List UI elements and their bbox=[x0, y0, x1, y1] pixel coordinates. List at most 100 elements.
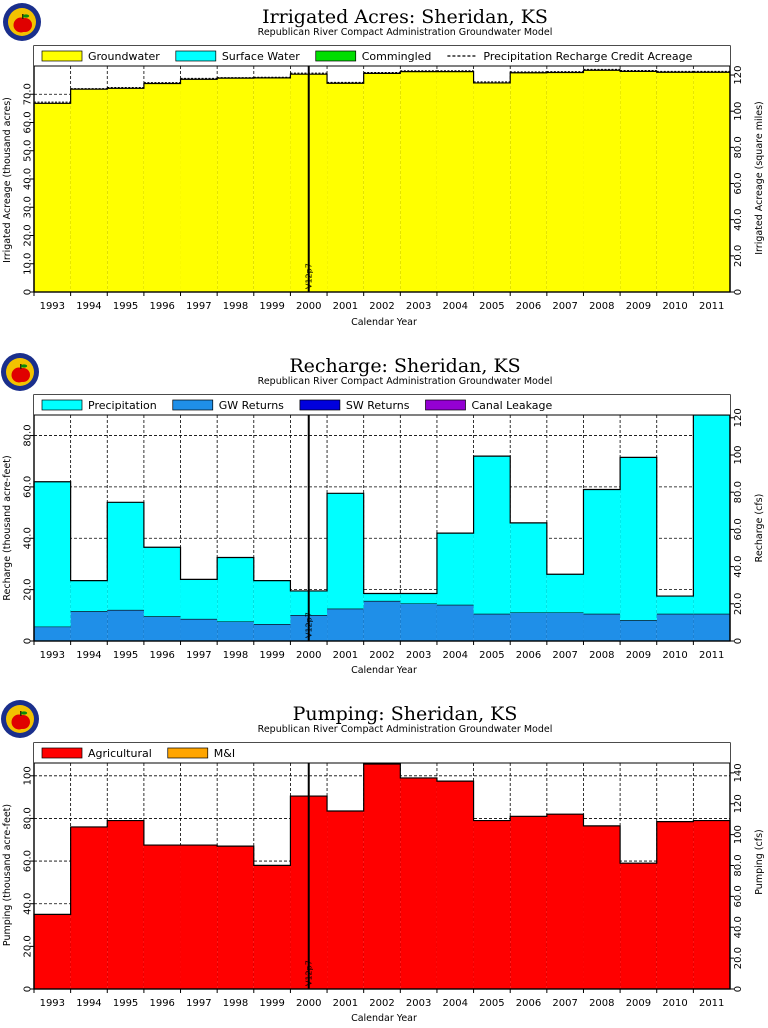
x-tick-label: 2007 bbox=[552, 998, 577, 1009]
x-tick-label: 1994 bbox=[76, 650, 101, 661]
right-y-tick-label: 40.0 bbox=[733, 916, 744, 938]
legend-swatch bbox=[41, 399, 83, 411]
legend-label: M&I bbox=[214, 747, 235, 760]
bar bbox=[180, 845, 218, 989]
chart-subtitle: Republican River Compact Administration … bbox=[258, 724, 553, 735]
bar-group bbox=[33, 69, 731, 293]
panel-irrigated-acres: Irrigated Acres: Sheridan, KS Republican… bbox=[2, 3, 765, 328]
x-tick-label: 2011 bbox=[699, 650, 724, 661]
x-tick-label: 1995 bbox=[113, 998, 138, 1009]
y-tick-label: 30.0 bbox=[23, 196, 34, 218]
right-y-tick-label: 80.0 bbox=[733, 481, 744, 503]
bar bbox=[253, 865, 291, 989]
x-tick-label: 2011 bbox=[699, 301, 724, 312]
bar bbox=[473, 614, 511, 641]
legend-label: Agricultural bbox=[88, 747, 152, 760]
y-tick-label: 100 bbox=[23, 766, 34, 785]
bar bbox=[510, 612, 547, 641]
x-tick-label: 1999 bbox=[259, 650, 284, 661]
y-tick-label: 60.0 bbox=[23, 850, 34, 872]
bar bbox=[180, 579, 218, 620]
bar-group bbox=[33, 763, 731, 989]
x-tick-label: 1993 bbox=[40, 998, 65, 1009]
y-axis-right: 0 20.0 40.0 60.0 80.0 100 120 140 bbox=[730, 763, 744, 992]
x-tick-label: 2004 bbox=[443, 301, 468, 312]
legend-label: Commingled bbox=[362, 50, 432, 63]
bar bbox=[70, 89, 108, 292]
x-tick-label: 2009 bbox=[626, 301, 651, 312]
x-axis: 1993 1994 1995 1996 1997 1998 1999 2000 2001 2002… bbox=[33, 989, 724, 1009]
bar bbox=[583, 70, 621, 292]
bar bbox=[107, 502, 144, 611]
x-tick-label: 2001 bbox=[333, 301, 358, 312]
bar bbox=[656, 596, 694, 615]
bar bbox=[620, 863, 657, 989]
x-tick-label: 2009 bbox=[626, 998, 651, 1009]
bar bbox=[510, 522, 547, 613]
x-tick-label: 1995 bbox=[113, 301, 138, 312]
bar bbox=[327, 83, 364, 292]
bar-outline bbox=[33, 763, 731, 989]
y-tick-label: 60.0 bbox=[23, 111, 34, 133]
right-y-tick-label: 0 bbox=[733, 986, 744, 992]
x-axis: 1993 1994 1995 1996 1997 1998 1999 2000 2001 2002… bbox=[33, 292, 724, 312]
bar bbox=[400, 593, 437, 604]
x-tick-label: 2003 bbox=[406, 301, 431, 312]
legend-swatch bbox=[425, 399, 466, 411]
bar bbox=[363, 601, 401, 641]
bar-group bbox=[33, 414, 731, 641]
version-label: V12p7 bbox=[305, 960, 314, 986]
legend-swatch bbox=[299, 399, 341, 411]
version-marker: V12p7 bbox=[305, 46, 314, 292]
legend-label: SW Returns bbox=[346, 399, 410, 412]
y-tick-label: 20.0 bbox=[23, 579, 34, 601]
y-tick-label: 0 bbox=[23, 986, 34, 992]
x-axis-label: Calendar Year bbox=[351, 317, 417, 328]
bar bbox=[436, 533, 474, 606]
legend-swatch bbox=[172, 399, 214, 411]
chart-title: Irrigated Acres: Sheridan, KS bbox=[262, 6, 548, 28]
x-tick-label: 2010 bbox=[662, 650, 687, 661]
bar bbox=[253, 624, 291, 641]
bar bbox=[217, 557, 254, 622]
x-tick-label: 1999 bbox=[259, 998, 284, 1009]
y-tick-label: 50.0 bbox=[23, 140, 34, 162]
x-tick-label: 2005 bbox=[479, 650, 504, 661]
x-tick-label: 2004 bbox=[443, 998, 468, 1009]
y-tick-label: 80.0 bbox=[23, 424, 34, 446]
bar bbox=[473, 82, 511, 292]
bar bbox=[327, 493, 364, 609]
legend-label: Canal Leakage bbox=[472, 399, 553, 412]
right-y-tick-label: 40.0 bbox=[733, 209, 744, 231]
right-y-tick-label: 120 bbox=[733, 794, 744, 813]
bar bbox=[656, 614, 694, 641]
x-tick-label: 2009 bbox=[626, 650, 651, 661]
line-series bbox=[34, 68, 730, 103]
bar bbox=[620, 71, 657, 293]
bar bbox=[143, 547, 181, 617]
bar bbox=[400, 603, 437, 641]
right-y-tick-label: 0 bbox=[733, 638, 744, 644]
right-y-tick-label: 100 bbox=[733, 825, 744, 844]
x-tick-label: 2005 bbox=[479, 301, 504, 312]
x-tick-label: 1996 bbox=[149, 998, 174, 1009]
bar bbox=[693, 820, 730, 989]
x-tick-label: 2000 bbox=[296, 301, 321, 312]
bar bbox=[107, 820, 144, 989]
bar bbox=[34, 481, 71, 627]
right-y-tick-label: 60.0 bbox=[733, 885, 744, 907]
bar bbox=[143, 616, 181, 641]
x-tick-label: 2001 bbox=[333, 998, 358, 1009]
y-tick-label: 0 bbox=[23, 638, 34, 644]
bar bbox=[656, 72, 694, 292]
x-tick-label: 1994 bbox=[76, 301, 101, 312]
y-axis-right: 0 20.0 40.0 60.0 80.0 100 120 bbox=[730, 408, 744, 644]
right-y-tick-label: 40.0 bbox=[733, 555, 744, 577]
right-y-tick-label: 140 bbox=[733, 763, 744, 782]
bar bbox=[253, 580, 291, 625]
y-tick-label: 80.0 bbox=[23, 807, 34, 829]
chart-title: Recharge: Sheridan, KS bbox=[289, 355, 520, 377]
apple-logo bbox=[1, 353, 39, 391]
apple-logo bbox=[1, 700, 39, 738]
